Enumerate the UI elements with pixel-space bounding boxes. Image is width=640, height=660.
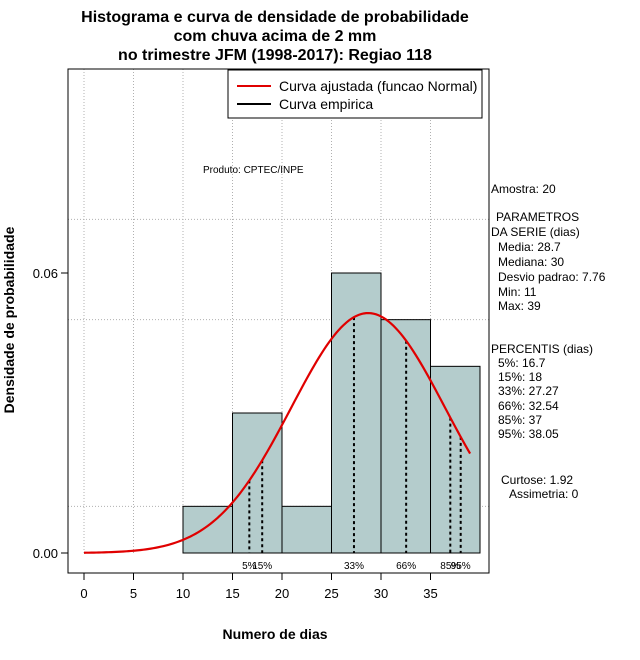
percentis-p33: 33%: 27.27 bbox=[498, 384, 559, 398]
params-min: Min: 11 bbox=[498, 285, 537, 299]
x-tick-label: 0 bbox=[80, 586, 87, 601]
x-axis-title: Numero de dias bbox=[222, 626, 327, 642]
histogram-bar bbox=[331, 272, 382, 554]
params-max: Max: 39 bbox=[498, 299, 541, 313]
x-tick-label: 35 bbox=[423, 586, 437, 601]
percentis-p5: 5%: 16.7 bbox=[498, 356, 546, 370]
stats-panel: Amostra: 20 PARAMETROS DA SERIE (dias) M… bbox=[491, 182, 606, 501]
chart-title-line-2: com chuva acima de 2 mm bbox=[174, 28, 377, 45]
y-axis: 0.00 0.06 bbox=[33, 266, 69, 561]
curtose-text: Curtose: 1.92 bbox=[501, 473, 573, 487]
histogram-bars bbox=[182, 272, 481, 554]
legend-label-empirical: Curva empirica bbox=[279, 96, 373, 112]
params-mediana: Mediana: 30 bbox=[498, 255, 564, 269]
y-axis-title: Densidade de probabilidade bbox=[1, 226, 17, 413]
legend-label-normal: Curva ajustada (funcao Normal) bbox=[279, 78, 477, 94]
x-tick-label: 5 bbox=[130, 586, 137, 601]
percentis-p66: 66%: 32.54 bbox=[498, 399, 559, 413]
x-tick-label: 30 bbox=[374, 586, 388, 601]
percentis-p15: 15%: 18 bbox=[498, 370, 542, 384]
percentile-label: 15% bbox=[252, 561, 272, 572]
percentile-label: 5% bbox=[242, 561, 257, 572]
x-tick-label: 10 bbox=[176, 586, 190, 601]
histogram-bar bbox=[232, 412, 283, 554]
percentis-p85: 85%: 37 bbox=[498, 413, 542, 427]
source-note: Produto: CPTEC/INPE bbox=[203, 165, 304, 176]
assimetria-text: Assimetria: 0 bbox=[509, 487, 579, 501]
normal-curve-group bbox=[83, 311, 472, 554]
params-desvio: Desvio padrao: 7.76 bbox=[498, 270, 606, 284]
percentile-label: 66% bbox=[396, 561, 416, 572]
histogram-bar bbox=[281, 505, 332, 554]
histogram-bar bbox=[182, 505, 233, 554]
x-axis: 0 5 10 15 20 25 30 35 bbox=[80, 572, 438, 601]
chart-title-line-1: Histograma e curva de densidade de proba… bbox=[81, 9, 469, 26]
percentile-lines: 5%15% 33% 66% 85%95% bbox=[242, 317, 471, 572]
legend: Curva ajustada (funcao Normal) Curva emp… bbox=[227, 69, 483, 119]
percentile-label: 85% bbox=[440, 561, 460, 572]
percentis-heading: PERCENTIS (dias) bbox=[491, 342, 593, 356]
legend-box bbox=[227, 69, 483, 119]
params-heading-2: DA SERIE (dias) bbox=[491, 225, 580, 239]
sample-size-text: Amostra: 20 bbox=[491, 182, 556, 196]
normal-curve bbox=[83, 311, 472, 554]
histogram-bar bbox=[380, 319, 431, 554]
x-tick-label: 25 bbox=[324, 586, 338, 601]
percentile-label: 33% bbox=[344, 561, 364, 572]
chart-title-line-3: no trimestre JFM (1998-2017): Regiao 118 bbox=[118, 47, 432, 64]
params-media: Media: 28.7 bbox=[498, 240, 561, 254]
percentis-p95: 95%: 38.05 bbox=[498, 427, 559, 441]
x-tick-label: 20 bbox=[275, 586, 289, 601]
params-heading-1: PARAMETROS bbox=[496, 210, 579, 224]
y-tick-label: 0.06 bbox=[33, 266, 58, 281]
y-tick-label: 0.00 bbox=[33, 546, 58, 561]
percentile-label: 95% bbox=[451, 561, 471, 572]
x-tick-label: 15 bbox=[225, 586, 239, 601]
